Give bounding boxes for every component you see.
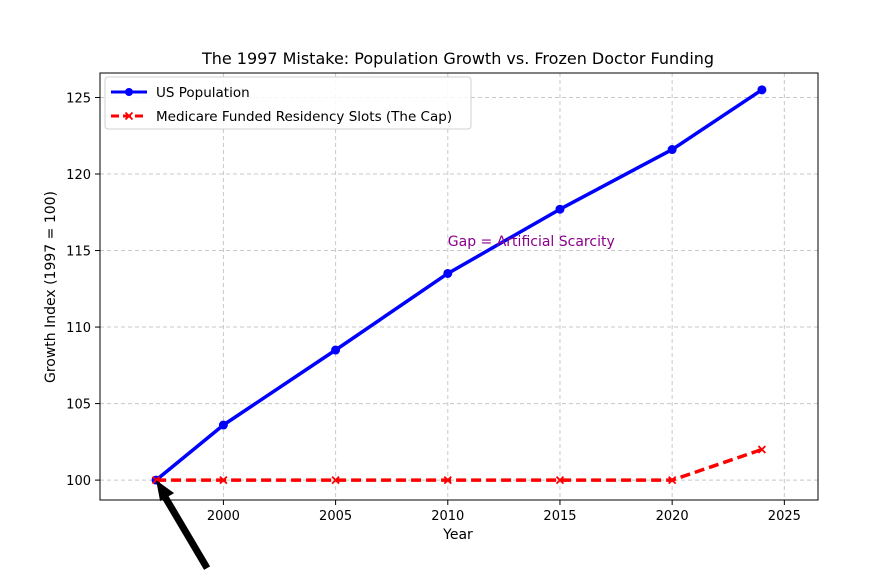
data-point [668,475,677,485]
arrow-head [156,480,175,502]
y-axis-label: Growth Index (1997 = 100) [43,191,59,383]
legend: US Population Medicare Funded Residency … [104,76,472,130]
data-point [555,475,565,485]
data-point [757,445,767,454]
data-point [331,345,341,355]
legend-marker-residency-slots [124,111,134,121]
x-tick-label: 2025 [768,509,801,524]
series-line-1 [156,447,763,482]
x-axis-label: Year [442,527,473,543]
y-tick-label: 120 [66,168,91,183]
legend-label-us-population: US Population [156,85,250,101]
y-tick-label: 115 [66,245,91,260]
x-tick-label: 2005 [319,509,352,524]
data-point [667,145,677,155]
legend-box [104,76,472,130]
annotation-gap-label: Gap = Artificial Scarcity [448,234,615,250]
axis-ticks: 2000 2005 2010 2015 2020 2025 100 105 110 115 120 1… [66,91,801,524]
series-layer [151,85,767,485]
x-tick-label: 2000 [207,509,240,524]
chart-title: The 1997 Mistake: Population Growth vs. … [201,49,714,68]
legend-marker-us-population [125,88,133,96]
y-tick-label: 100 [66,474,91,489]
legend-label-residency-slots: Medicare Funded Residency Slots (The Cap… [156,109,452,125]
plot-area-frame [99,72,819,501]
data-point [443,475,452,485]
data-point [219,475,228,485]
x-tick-label: 2015 [543,509,576,524]
y-tick-label: 125 [66,91,91,106]
y-tick-label: 105 [66,398,91,413]
arrow-pointer [156,480,211,570]
data-point [331,475,340,485]
data-point [218,420,228,430]
arrow-shaft [162,495,211,570]
x-tick-label: 2010 [431,509,464,524]
y-tick-label: 110 [66,321,91,336]
data-point [757,85,767,95]
data-point [555,204,565,214]
x-tick-label: 2020 [656,509,689,524]
data-point [443,268,453,278]
